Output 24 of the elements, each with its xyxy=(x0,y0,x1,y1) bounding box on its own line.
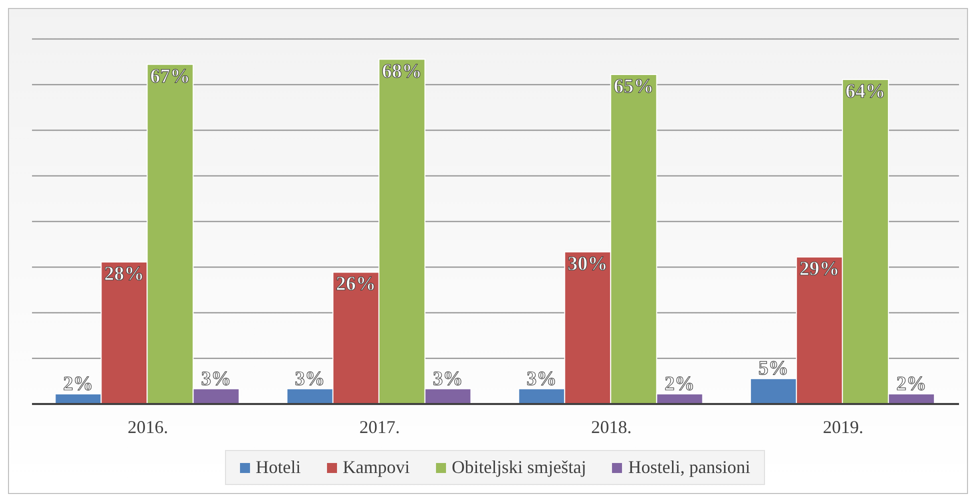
data-label: 30% xyxy=(568,252,608,275)
text: Obiteljski smještaj xyxy=(450,457,586,478)
data-label: 26% xyxy=(336,273,376,296)
legend-label: Hoteli xyxy=(254,457,301,478)
data-label: 2% xyxy=(896,372,926,395)
x-tick-label: 2016. xyxy=(128,416,168,437)
data-label: 28% xyxy=(104,263,144,286)
data-label: 2% xyxy=(63,372,94,395)
data-label: 64% xyxy=(845,80,886,103)
data-label: 29% xyxy=(799,258,840,280)
legend-label: Hosteli, pansioni xyxy=(627,457,750,478)
data-label: 67% xyxy=(150,65,190,88)
data-label: 3% xyxy=(294,368,325,390)
x-tick-label: 2018. xyxy=(591,416,632,437)
x-tick-label: 2017. xyxy=(359,416,400,437)
data-label: 2% xyxy=(664,372,695,395)
data-label: 3% xyxy=(526,368,557,390)
legend-label: Kampovi xyxy=(342,457,410,478)
x-tick-label: 2019. xyxy=(822,416,864,437)
data-label: 65% xyxy=(614,75,654,98)
data-label: 68% xyxy=(382,60,422,82)
data-label: 3% xyxy=(432,368,463,390)
data-label: 3% xyxy=(201,368,232,390)
data-label: 5% xyxy=(758,358,788,380)
